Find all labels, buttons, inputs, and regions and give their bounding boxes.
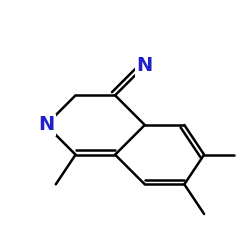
Text: N: N <box>137 56 153 75</box>
Text: N: N <box>38 116 54 134</box>
